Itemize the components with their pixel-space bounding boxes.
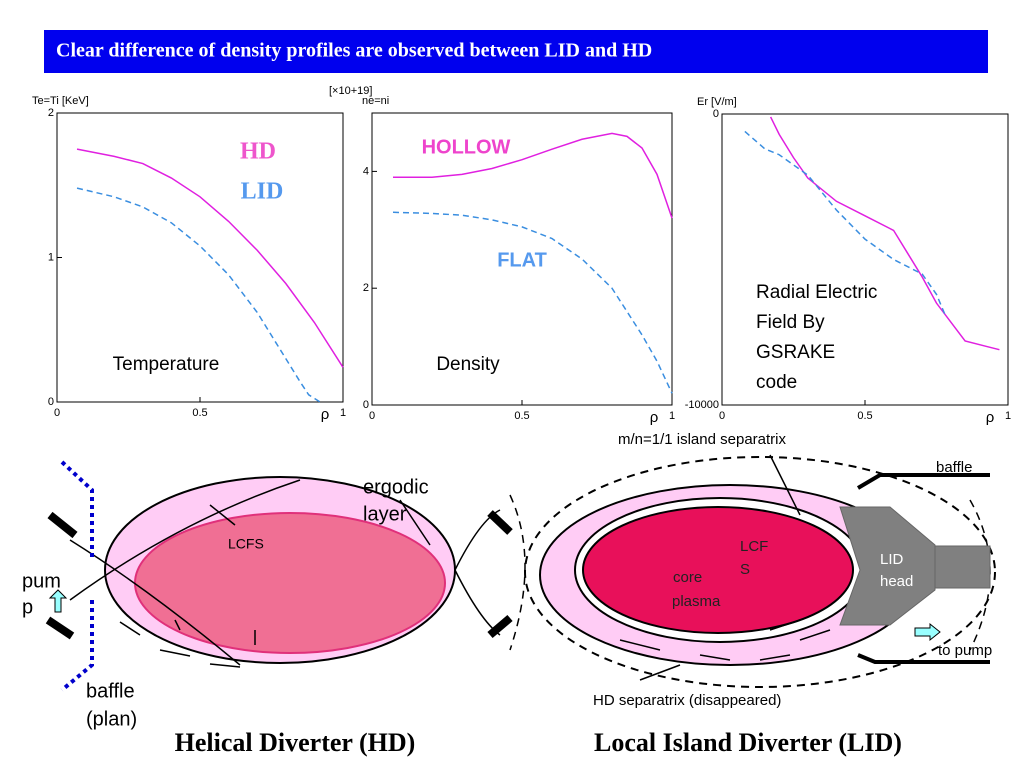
label: p <box>22 596 33 618</box>
x-tick-label: 1 <box>340 407 346 419</box>
annotation: Field By <box>756 312 825 333</box>
x-tick-label: 1 <box>669 410 675 422</box>
diagram-title: Helical Diverter (HD) <box>175 728 416 757</box>
annotation: code <box>756 372 797 393</box>
series-line <box>744 130 946 316</box>
annotation: Temperature <box>113 354 220 375</box>
label: to pump <box>938 642 992 659</box>
x-tick-label: 0 <box>369 410 375 422</box>
y-tick-label: 0 <box>48 396 54 408</box>
label: LCFS <box>228 536 264 552</box>
header-bar <box>44 30 988 73</box>
x-axis-label: ρ <box>321 406 330 423</box>
annotation: Radial Electric <box>756 282 877 303</box>
series-line <box>769 116 1000 351</box>
label: LCF <box>740 538 768 555</box>
header-title: Clear difference of density profiles are… <box>56 40 652 62</box>
label: baffle <box>936 459 972 476</box>
series-line <box>76 187 321 403</box>
x-tick-label: 0.5 <box>514 410 529 422</box>
label: S <box>740 561 750 578</box>
x-axis-label: ρ <box>986 409 995 426</box>
label: m/n=1/1 island separatrix <box>618 431 787 448</box>
y-tick-label: 0 <box>713 108 719 120</box>
annotation: HOLLOW <box>422 136 511 158</box>
y-axis-label: Er [V/m] <box>697 96 737 108</box>
y-tick-label: 2 <box>48 107 54 119</box>
label: pum <box>22 570 61 592</box>
hd-diagram <box>45 460 513 692</box>
x-tick-label: 0 <box>54 407 60 419</box>
y-tick-label: -10000 <box>685 399 719 411</box>
y-axis-label: Te=Ti [KeV] <box>32 95 89 107</box>
diagram-title: Local Island Diverter (LID) <box>594 728 902 757</box>
label: plasma <box>672 593 721 610</box>
x-tick-label: 1 <box>1005 410 1011 422</box>
label: ergodic <box>363 476 429 498</box>
label: (plan) <box>86 708 137 730</box>
label: head <box>880 573 913 590</box>
label: core <box>673 569 702 586</box>
series-line <box>76 148 344 368</box>
x-axis-label: ρ <box>650 409 659 426</box>
y-tick-label: 0 <box>363 399 369 411</box>
y-tick-label: 1 <box>48 251 54 263</box>
y-tick-label: 2 <box>363 282 369 294</box>
y-tick-label: 4 <box>363 165 369 177</box>
label: HD separatrix (disappeared) <box>593 692 781 709</box>
x-tick-label: 0 <box>719 410 725 422</box>
y-axis-label: ne=ni <box>362 95 389 107</box>
label: layer <box>363 503 407 525</box>
lid-diagram <box>509 454 996 688</box>
label: baffle <box>86 680 135 702</box>
annotation: FLAT <box>497 249 547 271</box>
annotation: LID <box>241 179 284 205</box>
x-tick-label: 0.5 <box>857 410 872 422</box>
y-multiplier: [×10+19] <box>329 85 372 97</box>
x-tick-label: 0.5 <box>192 407 207 419</box>
label: LID <box>880 551 904 568</box>
annotation: HD <box>240 139 276 165</box>
series-line <box>393 132 673 219</box>
annotation: Density <box>436 354 500 375</box>
series-line <box>392 211 673 394</box>
annotation: GSRAKE <box>756 342 835 363</box>
